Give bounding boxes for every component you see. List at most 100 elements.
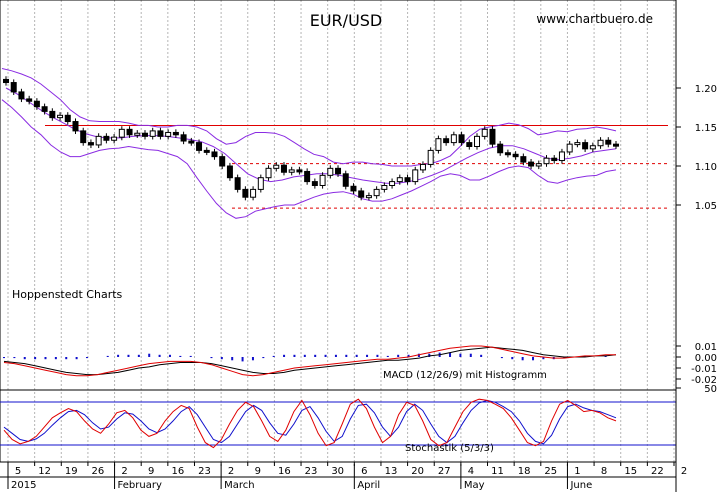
candle-body xyxy=(141,132,148,137)
x-day-label: 1 xyxy=(574,466,580,477)
x-day-label: 20 xyxy=(411,466,424,477)
x-month-label: June xyxy=(569,480,592,491)
candle-body xyxy=(219,156,226,167)
candle-body xyxy=(342,173,349,187)
candle-body xyxy=(335,167,342,175)
candle-body xyxy=(450,134,457,144)
candle-body xyxy=(589,145,596,150)
candle-body xyxy=(551,157,558,162)
macd-tick-label: -0.01 xyxy=(691,364,717,375)
x-day-label: 23 xyxy=(198,466,211,477)
candle-body xyxy=(404,177,411,183)
candle-body xyxy=(358,190,365,198)
x-day-label: 11 xyxy=(491,466,504,477)
candle-body xyxy=(582,142,589,150)
candle-body xyxy=(481,128,488,137)
candle-body xyxy=(80,130,87,144)
candle-body xyxy=(435,138,442,151)
candle-body xyxy=(381,185,388,190)
candle-body xyxy=(257,177,264,190)
x-month-label: April xyxy=(357,480,380,491)
x-day-label: 9 xyxy=(148,466,154,477)
stoch-tick-label: 50 xyxy=(704,384,717,395)
stochastic-label: Stochastik (5/3/3) xyxy=(405,443,494,454)
candle-body xyxy=(242,188,249,198)
x-day-label: 26 xyxy=(92,466,105,477)
candle-body xyxy=(443,138,450,144)
stochastic-panel xyxy=(0,398,676,449)
x-day-label: 12 xyxy=(38,466,51,477)
candle-body xyxy=(172,131,179,136)
x-day-label: 19 xyxy=(65,466,78,477)
candle-body xyxy=(49,110,56,119)
x-month-label: May xyxy=(464,480,485,491)
x-month-label: 2015 xyxy=(11,480,36,491)
x-day-label: 27 xyxy=(438,466,451,477)
candle-body xyxy=(211,151,218,158)
x-day-label: 22 xyxy=(651,466,664,477)
x-day-label: 18 xyxy=(518,466,531,477)
candle-body xyxy=(103,135,110,141)
candle-body xyxy=(605,139,612,145)
x-day-label: 5 xyxy=(15,466,21,477)
candle-body xyxy=(203,149,210,153)
candle-body xyxy=(597,139,604,147)
candle-body xyxy=(41,106,48,112)
candle-body xyxy=(288,169,295,173)
candle-body xyxy=(234,177,241,190)
candle-body xyxy=(10,82,17,93)
candle-body xyxy=(64,114,71,123)
macd-panel xyxy=(3,345,617,377)
macd-tick-label: 0.00 xyxy=(695,353,717,364)
x-day-label: 2 xyxy=(228,466,234,477)
x-day-label: 2 xyxy=(121,466,127,477)
price-tick-label: 1.20 xyxy=(695,84,717,95)
candle-body xyxy=(458,134,465,144)
candle-body xyxy=(427,149,434,165)
candle-body xyxy=(350,185,357,192)
candle-body xyxy=(72,121,79,132)
macd-label: MACD (12/26/9) mit Histogramm xyxy=(383,370,547,381)
candle-body xyxy=(265,167,272,179)
candle-body xyxy=(118,128,125,138)
candle-body xyxy=(196,142,203,151)
chart-title: EUR/USD xyxy=(310,11,383,30)
candle-body xyxy=(57,114,64,119)
candlesticks xyxy=(3,76,619,201)
watermark-label: Hoppenstedt Charts xyxy=(12,288,123,301)
candle-body xyxy=(396,177,403,183)
candle-body xyxy=(389,181,396,187)
candle-body xyxy=(558,151,565,162)
candle-body xyxy=(95,135,102,146)
bollinger-upper-line xyxy=(1,68,617,167)
macd-tick-label: -0.02 xyxy=(691,375,717,386)
candle-body xyxy=(474,135,481,148)
candle-body xyxy=(419,163,426,171)
candle-body xyxy=(613,143,619,147)
x-month-label: February xyxy=(118,480,162,491)
candle-body xyxy=(412,169,419,183)
candle-body xyxy=(304,170,311,183)
x-day-label: 23 xyxy=(305,466,318,477)
candle-body xyxy=(188,140,195,144)
stoch-k-line xyxy=(3,398,617,449)
x-day-label: 13 xyxy=(385,466,398,477)
candle-body xyxy=(180,134,187,142)
x-day-label: 25 xyxy=(544,466,557,477)
x-day-label: 2 xyxy=(681,466,687,477)
candle-body xyxy=(18,91,25,100)
x-day-label: 30 xyxy=(331,466,344,477)
bollinger-lower-line xyxy=(1,99,617,219)
vertical-gridlines xyxy=(7,0,675,462)
candle-body xyxy=(149,130,156,137)
price-tick-label: 1.05 xyxy=(695,201,717,212)
candle-body xyxy=(311,181,318,187)
x-day-label: 8 xyxy=(601,466,607,477)
candle-body xyxy=(574,142,581,146)
candle-body xyxy=(111,136,118,141)
candle-body xyxy=(512,153,519,158)
candle-body xyxy=(157,130,164,137)
macd-signal-line xyxy=(3,346,617,376)
